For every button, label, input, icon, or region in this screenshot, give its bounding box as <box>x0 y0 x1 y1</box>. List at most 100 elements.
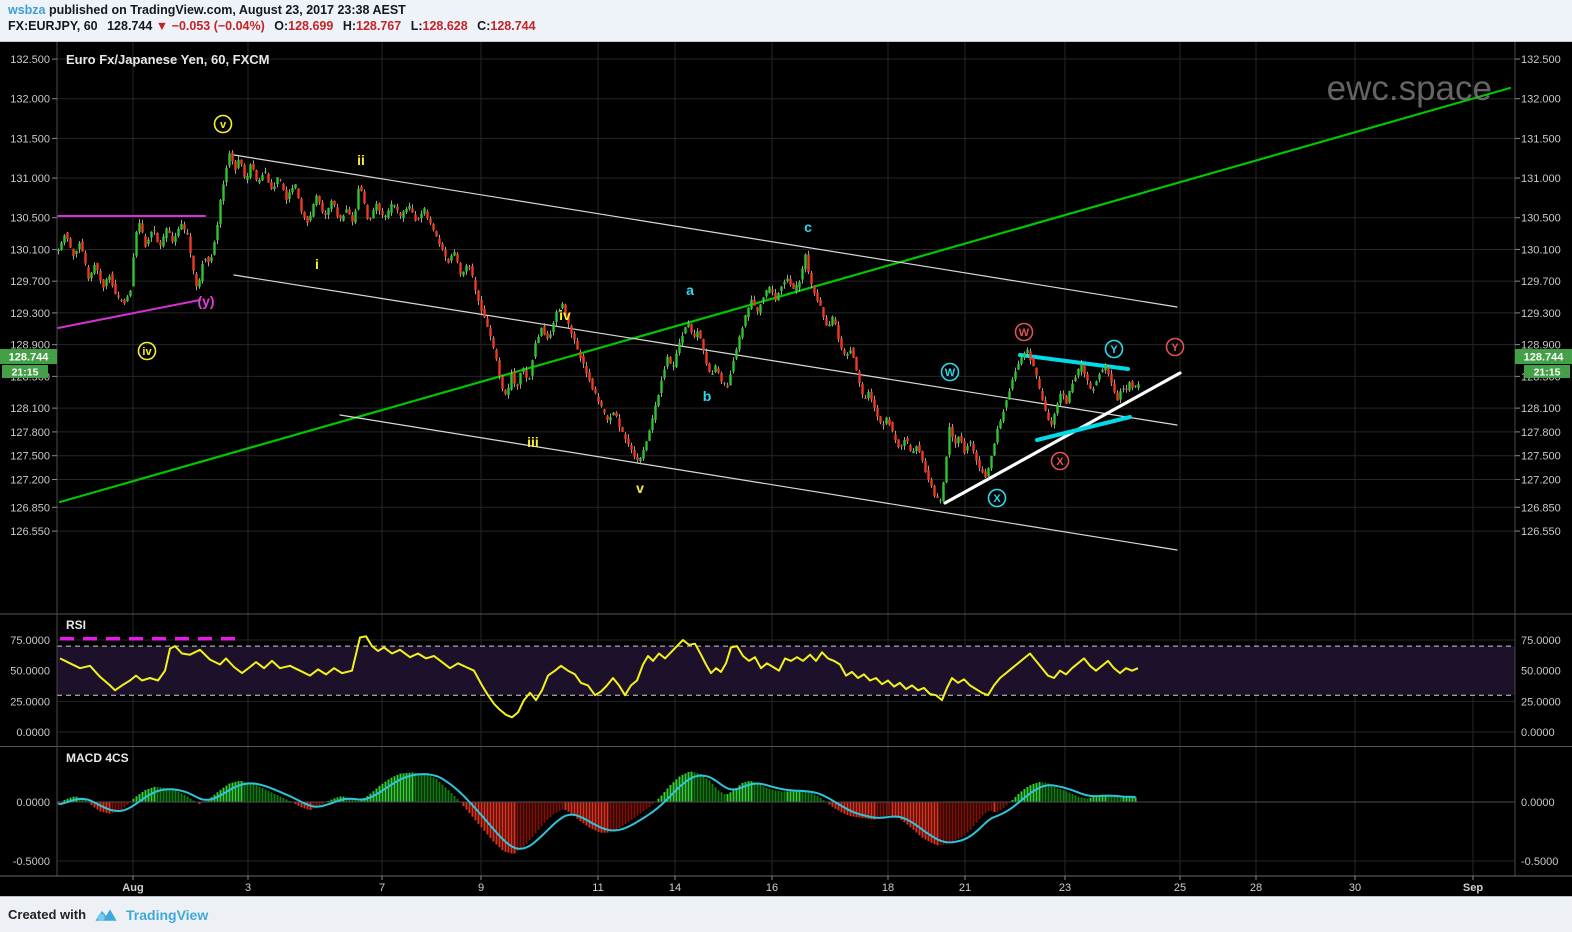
svg-text:130.100: 130.100 <box>10 244 50 256</box>
svg-text:ii: ii <box>357 152 365 168</box>
svg-text:128.100: 128.100 <box>1521 403 1561 415</box>
svg-text:Y: Y <box>1110 344 1118 356</box>
trend-lines[interactable] <box>57 86 1512 551</box>
close-value: 128.744 <box>490 19 536 33</box>
svg-text:iii: iii <box>527 434 539 450</box>
svg-text:131.000: 131.000 <box>1521 173 1561 185</box>
svg-text:23: 23 <box>1059 882 1071 894</box>
svg-text:3: 3 <box>245 882 251 894</box>
svg-text:126.850: 126.850 <box>1521 502 1561 514</box>
chart-pane-title: Euro Fx/Japanese Yen, 60, FXCM <box>66 52 270 67</box>
rsi-pane-title: RSI <box>66 618 86 632</box>
svg-text:132.000: 132.000 <box>1521 94 1561 106</box>
footer-bar: Created with TradingView <box>0 896 1572 932</box>
svg-text:129.700: 129.700 <box>10 276 50 288</box>
svg-text:126.550: 126.550 <box>1521 526 1561 538</box>
magenta-rising[interactable] <box>57 299 201 329</box>
svg-text:129.300: 129.300 <box>10 308 50 320</box>
svg-text:16: 16 <box>766 882 778 894</box>
svg-text:v: v <box>220 119 227 131</box>
high-label: H: <box>342 19 357 33</box>
tradingview-brand-link[interactable]: TradingView <box>126 906 209 923</box>
svg-text:128.744: 128.744 <box>1524 352 1565 364</box>
cyan-wedge-top[interactable] <box>1018 353 1130 371</box>
svg-text:75.0000: 75.0000 <box>10 635 50 647</box>
chart-background <box>0 42 1572 896</box>
svg-text:a: a <box>686 282 694 298</box>
symbol-label: FX:EURJPY, 60 <box>8 19 98 33</box>
svg-text:126.550: 126.550 <box>10 526 50 538</box>
svg-text:-0.5000: -0.5000 <box>1521 856 1558 868</box>
svg-text:v: v <box>636 480 644 496</box>
price-axis-right[interactable]: 132.500 132.000 131.500 131.000 130.500 130.1… <box>1515 54 1561 868</box>
svg-text:b: b <box>703 388 712 404</box>
watermark: ewc.space <box>1327 69 1492 108</box>
channel-middle[interactable] <box>233 274 1178 426</box>
svg-text:127.200: 127.200 <box>10 475 50 487</box>
white-support-line[interactable] <box>943 371 1182 505</box>
svg-text:Aug: Aug <box>122 882 143 894</box>
svg-text:75.0000: 75.0000 <box>1521 635 1561 647</box>
svg-text:129.700: 129.700 <box>1521 276 1561 288</box>
svg-text:128.900: 128.900 <box>1521 340 1561 352</box>
rsi-band <box>57 645 1515 696</box>
created-with-label: Created with <box>8 907 87 922</box>
svg-text:0.0000: 0.0000 <box>16 727 50 739</box>
svg-text:i: i <box>315 256 319 272</box>
published-suffix: published on TradingView.com, August 23,… <box>45 3 406 17</box>
gridlines <box>57 42 1515 876</box>
svg-text:130.500: 130.500 <box>1521 213 1561 225</box>
svg-text:129.300: 129.300 <box>1521 308 1561 320</box>
candlesticks[interactable] <box>57 150 1140 504</box>
svg-text:iv: iv <box>559 307 571 323</box>
svg-text:-0.5000: -0.5000 <box>13 856 50 868</box>
svg-text:X: X <box>1056 456 1064 468</box>
cyan-wedge-bottom[interactable] <box>1035 415 1132 442</box>
svg-text:Sep: Sep <box>1463 882 1483 894</box>
svg-text:128.100: 128.100 <box>10 403 50 415</box>
svg-text:127.500: 127.500 <box>10 451 50 463</box>
open-label: O: <box>274 19 289 33</box>
rsi-plot[interactable] <box>59 635 1139 719</box>
current-price-labels: 128.744 128.744 21:15 21:15 <box>0 349 1572 379</box>
svg-text:W: W <box>945 367 956 379</box>
svg-text:130.500: 130.500 <box>10 213 50 225</box>
svg-text:128.744: 128.744 <box>9 352 50 364</box>
svg-text:127.200: 127.200 <box>1521 475 1561 487</box>
svg-text:131.500: 131.500 <box>1521 133 1561 145</box>
svg-text:18: 18 <box>882 882 894 894</box>
price-axis-left[interactable]: 132.500 132.000 131.500 131.000 130.500 130.1… <box>10 54 57 868</box>
svg-text:0.0000: 0.0000 <box>1521 797 1555 809</box>
svg-text:50.0000: 50.0000 <box>10 666 50 678</box>
svg-text:25.0000: 25.0000 <box>10 696 50 708</box>
macd-signal-line <box>58 773 1136 850</box>
low-label: L: <box>410 19 423 33</box>
svg-text:131.000: 131.000 <box>10 173 50 185</box>
open-value: 128.699 <box>288 19 334 33</box>
green-trendline[interactable] <box>58 86 1512 504</box>
svg-text:30: 30 <box>1349 882 1361 894</box>
channel-upper[interactable] <box>233 154 1178 308</box>
svg-text:25.0000: 25.0000 <box>1521 696 1561 708</box>
symbol-quote-line: FX:EURJPY, 60 128.744 ▼ −0.053 (−0.04%) … <box>8 19 1572 33</box>
svg-text:128.900: 128.900 <box>10 340 50 352</box>
svg-text:X: X <box>993 493 1001 505</box>
publisher-username[interactable]: wsbza <box>8 3 46 17</box>
macd-plot[interactable] <box>57 771 1515 854</box>
svg-text:iv: iv <box>142 346 152 358</box>
time-axis[interactable]: Aug 3 7 9 11 14 16 18 21 23 25 28 30 Sep <box>0 875 1572 896</box>
svg-text:21:15: 21:15 <box>12 367 39 379</box>
publish-header: wsbza published on TradingView.com, Augu… <box>0 0 1572 42</box>
price-change: −0.053 (−0.04%) <box>171 19 265 33</box>
svg-text:132.500: 132.500 <box>1521 54 1561 66</box>
svg-text:132.500: 132.500 <box>10 54 50 66</box>
high-value: 128.767 <box>356 19 402 33</box>
svg-text:(y): (y) <box>197 293 214 309</box>
svg-text:W: W <box>1019 327 1030 339</box>
svg-text:21: 21 <box>959 882 971 894</box>
channel-lower[interactable] <box>339 414 1178 551</box>
svg-text:127.800: 127.800 <box>1521 427 1561 439</box>
